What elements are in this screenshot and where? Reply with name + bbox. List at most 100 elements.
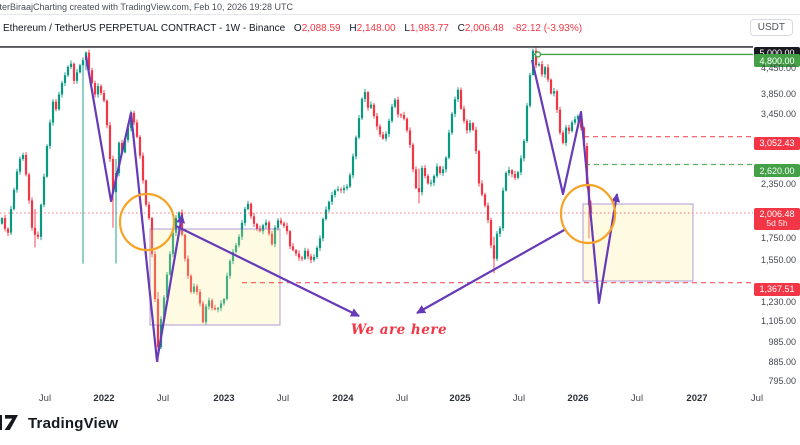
candle-body	[393, 99, 397, 107]
candle-body	[162, 297, 166, 319]
currency-unit-button[interactable]: USDT	[749, 19, 793, 36]
candle-body	[471, 123, 475, 130]
y-tick-label: 3,850.00	[760, 89, 796, 100]
x-tick-label: Jul	[630, 393, 644, 404]
candle-body	[297, 253, 301, 258]
candle-body	[537, 64, 541, 66]
candle-body	[165, 274, 169, 298]
candle-body	[171, 232, 175, 255]
trend-drawings[interactable]	[84, 55, 621, 363]
candle-body	[282, 223, 286, 226]
header-divider	[0, 14, 800, 15]
candle-body	[0, 218, 4, 224]
candle-body	[54, 101, 58, 110]
time-axis[interactable]: Jul 2022 Jul 2023 Jul 2024 Jul 2025 Jul 2026 Jul 20…	[0, 389, 763, 408]
projection-rect[interactable]	[582, 203, 694, 282]
price-change: -82.12 (-3.93%)	[512, 23, 583, 34]
price-level-badge: 1,367.51	[754, 282, 800, 296]
candle-body	[360, 98, 364, 119]
y-tick-label: 795.00	[768, 376, 796, 387]
candle-body	[24, 155, 28, 175]
candle-body	[468, 123, 472, 131]
candle-body	[489, 220, 493, 246]
zigzag-right[interactable]	[530, 59, 621, 305]
ohlc-high-label: H	[349, 23, 357, 34]
candle-body	[309, 256, 313, 260]
candle-body	[411, 144, 415, 170]
candle-body	[240, 222, 244, 237]
x-tick-label: Jul	[38, 393, 52, 404]
candle-body	[414, 169, 418, 189]
line-anchor-dot[interactable]	[534, 51, 542, 58]
candle-body	[396, 99, 400, 115]
candle-body	[426, 175, 430, 184]
candle-body	[273, 227, 277, 245]
trend-arrow-right[interactable]	[416, 228, 567, 314]
candle-body	[525, 105, 529, 142]
candle-body	[444, 157, 448, 170]
candle-body	[450, 113, 454, 133]
projection-rect[interactable]	[149, 228, 281, 326]
candle-body	[546, 67, 550, 80]
candle-body	[39, 204, 43, 237]
x-tick-label: Jul	[750, 393, 764, 404]
candle-body	[516, 172, 520, 178]
candle-body	[555, 91, 559, 110]
candle-body	[99, 86, 103, 94]
highlight-ellipse-left[interactable]	[118, 192, 176, 252]
candle-body	[219, 303, 223, 308]
price-axis[interactable]: 5,000.004,800.003,052.432,620.002,006.48…	[754, 15, 800, 408]
x-tick-label: Jul	[512, 393, 526, 404]
ohlc-close-value: 2,006.48	[464, 23, 504, 34]
candle-body	[354, 137, 358, 157]
x-tick-label: 2023	[213, 393, 235, 404]
candle-body	[453, 99, 457, 114]
ohlc-open-value: 2,088.59	[301, 23, 341, 34]
candle-body	[153, 254, 157, 300]
x-tick-label: 2024	[332, 393, 354, 404]
candle-body	[357, 118, 361, 138]
candle-body	[228, 261, 232, 276]
candle-body	[381, 134, 385, 139]
candle-body	[168, 254, 172, 275]
highlight-ellipse-right[interactable]	[559, 183, 617, 245]
candle-body	[135, 122, 139, 137]
candle-body	[132, 112, 136, 123]
tradingview-logo[interactable]: TradingView	[0, 412, 118, 434]
candle-body	[207, 300, 211, 307]
candle-body	[417, 188, 421, 193]
candle-body	[492, 245, 496, 259]
candle-body	[264, 222, 268, 226]
candle-body	[375, 116, 379, 127]
candle-body	[363, 92, 367, 99]
candle-body	[60, 83, 64, 95]
y-tick-label: 985.00	[768, 337, 796, 348]
candle-body	[30, 200, 34, 228]
candle-body	[276, 220, 280, 228]
candle-body	[141, 155, 145, 181]
candle-body	[522, 141, 526, 159]
candle-body	[576, 116, 580, 120]
horizontal-level-lines[interactable]	[0, 46, 753, 284]
candle-body	[57, 94, 61, 110]
candle-body	[369, 104, 373, 108]
candle-body	[549, 79, 553, 94]
candle-body	[231, 251, 235, 262]
candle-body	[483, 194, 487, 206]
zigzag-left[interactable]	[84, 55, 186, 363]
candle-body	[534, 50, 538, 66]
candle-body	[288, 231, 292, 247]
candle-body	[312, 256, 316, 260]
candle-body	[210, 300, 214, 308]
y-tick-label: 1,105.00	[760, 316, 796, 327]
candle-body	[111, 158, 115, 193]
ohlc-close-label: C	[457, 23, 465, 34]
candle-body	[21, 155, 25, 159]
candle-body	[504, 172, 508, 191]
candle-body	[543, 67, 547, 75]
candle-body	[420, 167, 424, 193]
trend-arrow-left[interactable]	[175, 225, 360, 317]
note-we-are-here[interactable]: We are here	[350, 322, 448, 338]
candle-body	[378, 126, 382, 135]
candle-body	[213, 307, 217, 310]
